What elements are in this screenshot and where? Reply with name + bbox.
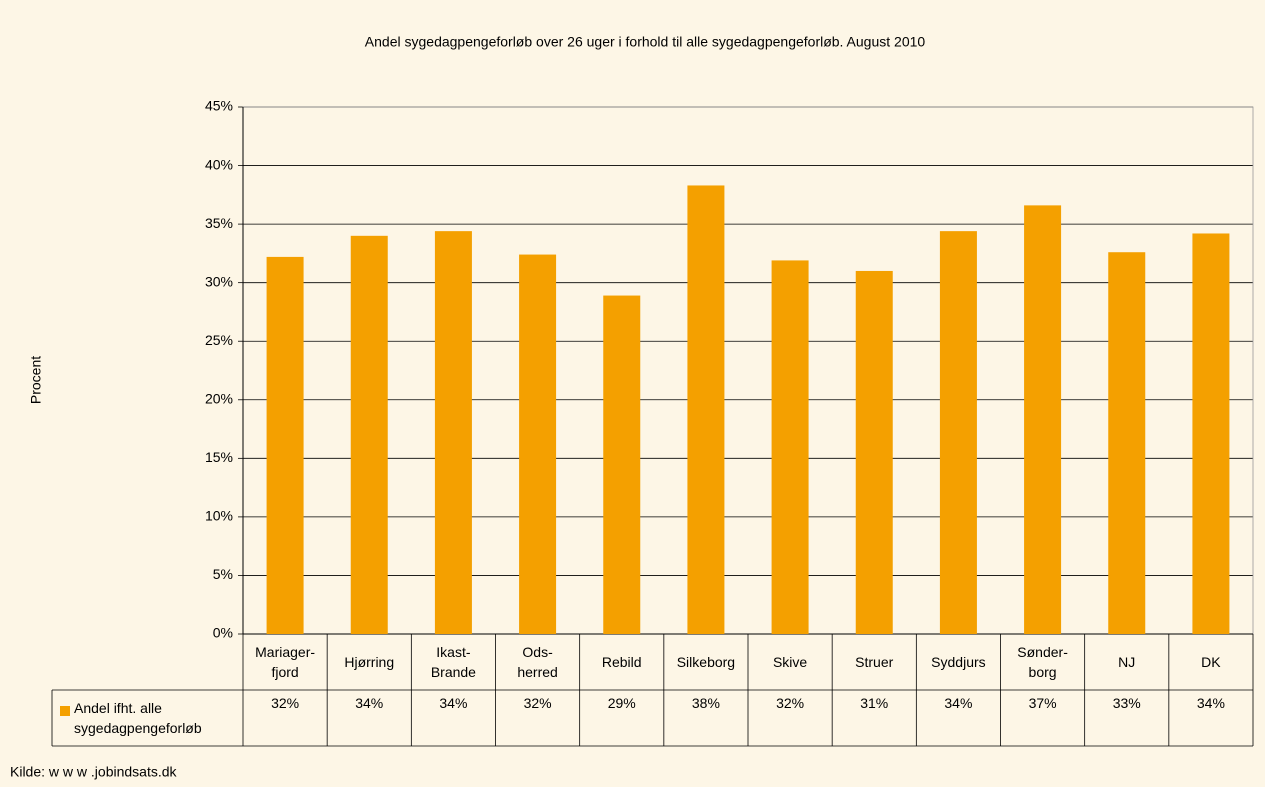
source: Kilde: w w w .jobindsats.dk [10, 764, 178, 780]
bar [1192, 233, 1230, 635]
bar [1108, 252, 1146, 634]
bar [771, 260, 809, 634]
bar [1024, 205, 1062, 634]
value-label: 34% [355, 695, 384, 711]
category-label: Silkeborg [676, 654, 736, 670]
value-label: 34% [439, 695, 468, 711]
category-label: Sønder- borg [1017, 644, 1068, 680]
y-tick-label: 30% [205, 273, 233, 289]
bar [687, 185, 725, 634]
y-tick-label: 25% [205, 332, 233, 348]
y-tick-label: 45% [205, 98, 233, 114]
bar [855, 270, 893, 634]
y-tick-label: 15% [205, 449, 233, 465]
bar [603, 295, 641, 634]
value-label: 32% [776, 695, 805, 711]
category-label: Syddjurs [931, 654, 986, 670]
y-tick-label: 35% [205, 215, 233, 231]
category-label: Ods- herred [517, 644, 558, 680]
value-label: 34% [944, 695, 973, 711]
plot-frame [242, 106, 1254, 635]
category-label: Struer [855, 654, 894, 670]
value-label: 33% [1112, 695, 1141, 711]
bar [519, 254, 557, 634]
category-label: DK [1201, 654, 1221, 670]
value-label: 34% [1196, 695, 1225, 711]
category-label: Skive [772, 654, 808, 670]
y-tick-label: 0% [213, 625, 233, 641]
value-label: 32% [271, 695, 300, 711]
category-label: Hjørring [344, 654, 395, 670]
category-label: Mariager- fjord [255, 644, 316, 680]
y-tick-label: 40% [205, 156, 233, 172]
legend-label: Andel ifht. alle sygedagpengeforløb [74, 700, 202, 736]
chart-title: Andel sygedagpengeforløb over 26 uger i … [365, 34, 926, 50]
legend-marker [60, 706, 70, 716]
bar [434, 231, 472, 635]
value-label: 38% [691, 695, 720, 711]
y-tick-label: 20% [205, 390, 233, 406]
y-axis-label: Procent [28, 356, 44, 404]
bar [939, 231, 977, 635]
category-label: Ikast- Brande [430, 644, 476, 680]
y-tick-label: 5% [213, 566, 233, 582]
category-label: NJ [1118, 654, 1136, 670]
bar [266, 256, 304, 634]
y-tick-label: 10% [205, 508, 233, 524]
value-label: 31% [860, 695, 889, 711]
value-label: 32% [523, 695, 552, 711]
value-label: 29% [607, 695, 636, 711]
value-label: 37% [1028, 695, 1057, 711]
bar [350, 235, 388, 635]
category-label: Rebild [601, 654, 642, 670]
